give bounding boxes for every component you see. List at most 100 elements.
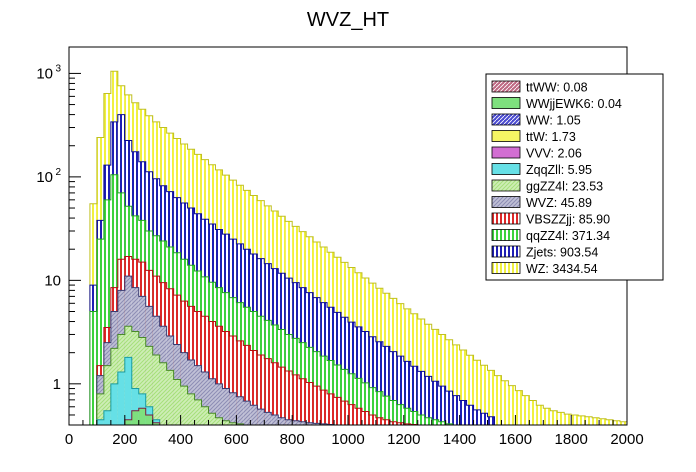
- legend-label: ttWW: 0.08: [526, 81, 588, 95]
- histogram-bin: [96, 239, 104, 425]
- x-tick-label: 1600: [499, 431, 532, 448]
- x-tick-label: 1400: [443, 431, 476, 448]
- legend-label: WWjjEWK6: 0.04: [526, 97, 622, 111]
- histogram-bin: [466, 355, 474, 425]
- legend-entry: ZqqZll: 5.95: [491, 163, 592, 177]
- histogram-bin: [613, 420, 621, 425]
- histogram-bin: [257, 354, 265, 425]
- histogram-bin: [229, 335, 237, 425]
- histogram-bin: [145, 346, 153, 425]
- legend-label: VBSZZjj: 85.90: [526, 213, 610, 227]
- x-tick-label: 800: [280, 431, 305, 448]
- histogram-bin: [480, 365, 488, 425]
- histogram-bin: [292, 420, 300, 425]
- histogram-bin: [264, 412, 272, 425]
- histogram-bin: [334, 397, 342, 425]
- x-tick-label: 1800: [555, 431, 588, 448]
- histogram-bin: [313, 423, 321, 425]
- legend-swatch: [491, 229, 521, 241]
- histogram-bin: [110, 383, 118, 425]
- histogram-bin: [375, 391, 383, 425]
- histogram-bin: [320, 390, 328, 425]
- histogram-bin: [445, 339, 453, 425]
- x-tick-label: 600: [224, 431, 249, 448]
- histogram-bin: [368, 336, 376, 425]
- stack-outline: [89, 114, 495, 425]
- histogram-bin: [606, 419, 614, 425]
- y-tick-label: 10: [44, 272, 61, 289]
- histogram-bin: [152, 422, 160, 425]
- legend-label: ttW: 1.73: [526, 130, 576, 144]
- histogram-bin: [543, 408, 551, 425]
- x-tick-label: 200: [112, 431, 137, 448]
- legend-swatch: [491, 80, 521, 93]
- histogram-bin: [368, 387, 376, 425]
- histogram-bin: [243, 401, 251, 425]
- histogram-bin: [361, 382, 369, 425]
- histogram-bin: [166, 370, 174, 425]
- histogram-bin: [431, 329, 439, 425]
- histogram-bin: [229, 392, 237, 425]
- histogram-bin: [550, 410, 558, 425]
- histogram-bin: [152, 354, 160, 425]
- histogram-bin: [89, 311, 97, 425]
- histogram-bin: [159, 362, 167, 425]
- histogram-stack: [89, 70, 628, 426]
- histogram-bin: [354, 378, 362, 425]
- histogram-bin: [131, 388, 139, 425]
- legend-label: WVZ: 45.89: [526, 196, 592, 210]
- histogram-bin: [382, 419, 390, 425]
- histogram-bin: [187, 393, 195, 425]
- legend-label: WZ: 3434.54: [526, 262, 598, 276]
- histogram-bin: [103, 410, 111, 425]
- histogram-bin: [438, 334, 446, 425]
- histogram-bin: [438, 421, 446, 425]
- histogram-bin: [278, 367, 286, 425]
- stack-outline: [89, 174, 460, 426]
- stack-outline: [124, 407, 161, 425]
- histogram-bin: [592, 417, 600, 425]
- histogram-bin: [375, 341, 383, 425]
- histogram-bin: [327, 360, 335, 425]
- histogram-bin: [431, 381, 439, 425]
- legend-entry: ttWW: 0.08: [491, 80, 588, 95]
- histogram-bin: [571, 414, 579, 425]
- histogram-bin: [180, 386, 188, 425]
- histogram-bin: [236, 340, 244, 425]
- histogram-bin: [201, 372, 209, 425]
- histogram-bin: [306, 382, 314, 425]
- histogram-bin: [438, 386, 446, 425]
- histogram-bin: [327, 393, 335, 425]
- histogram-bin: [564, 414, 572, 425]
- histogram-bin: [103, 365, 111, 425]
- histogram-bin: [459, 350, 467, 425]
- legend-label: ZqqZll: 5.95: [526, 163, 592, 177]
- histogram-bin: [585, 416, 593, 425]
- histogram-bin: [382, 396, 390, 425]
- histogram-bin: [208, 321, 216, 425]
- histogram-bin: [215, 417, 223, 425]
- legend-swatch: [491, 130, 521, 142]
- histogram-bin: [557, 412, 565, 425]
- histogram-bin: [578, 415, 586, 425]
- histogram-bin: [103, 199, 111, 425]
- histogram-bin: [396, 356, 404, 425]
- histogram-bin: [306, 422, 314, 425]
- histogram-bin: [341, 369, 348, 425]
- histogram-bin: [424, 376, 432, 425]
- histogram-bin: [410, 411, 418, 425]
- legend-entry: VVV: 2.06: [491, 146, 582, 161]
- histogram-bin: [229, 422, 237, 425]
- histogram-bin: [354, 326, 362, 425]
- histogram-bin: [536, 405, 544, 425]
- histogram-bin: [250, 405, 258, 425]
- stack-outline: [96, 256, 425, 426]
- legend-swatch: [491, 146, 521, 159]
- histogram-bin: [145, 414, 153, 425]
- histogram-bin: [173, 379, 181, 425]
- legend-swatch: [491, 196, 521, 208]
- histogram-bin: [396, 422, 404, 425]
- histogram-bin: [271, 362, 279, 425]
- x-tick-label: 400: [168, 431, 193, 448]
- histogram-bin: [459, 400, 467, 425]
